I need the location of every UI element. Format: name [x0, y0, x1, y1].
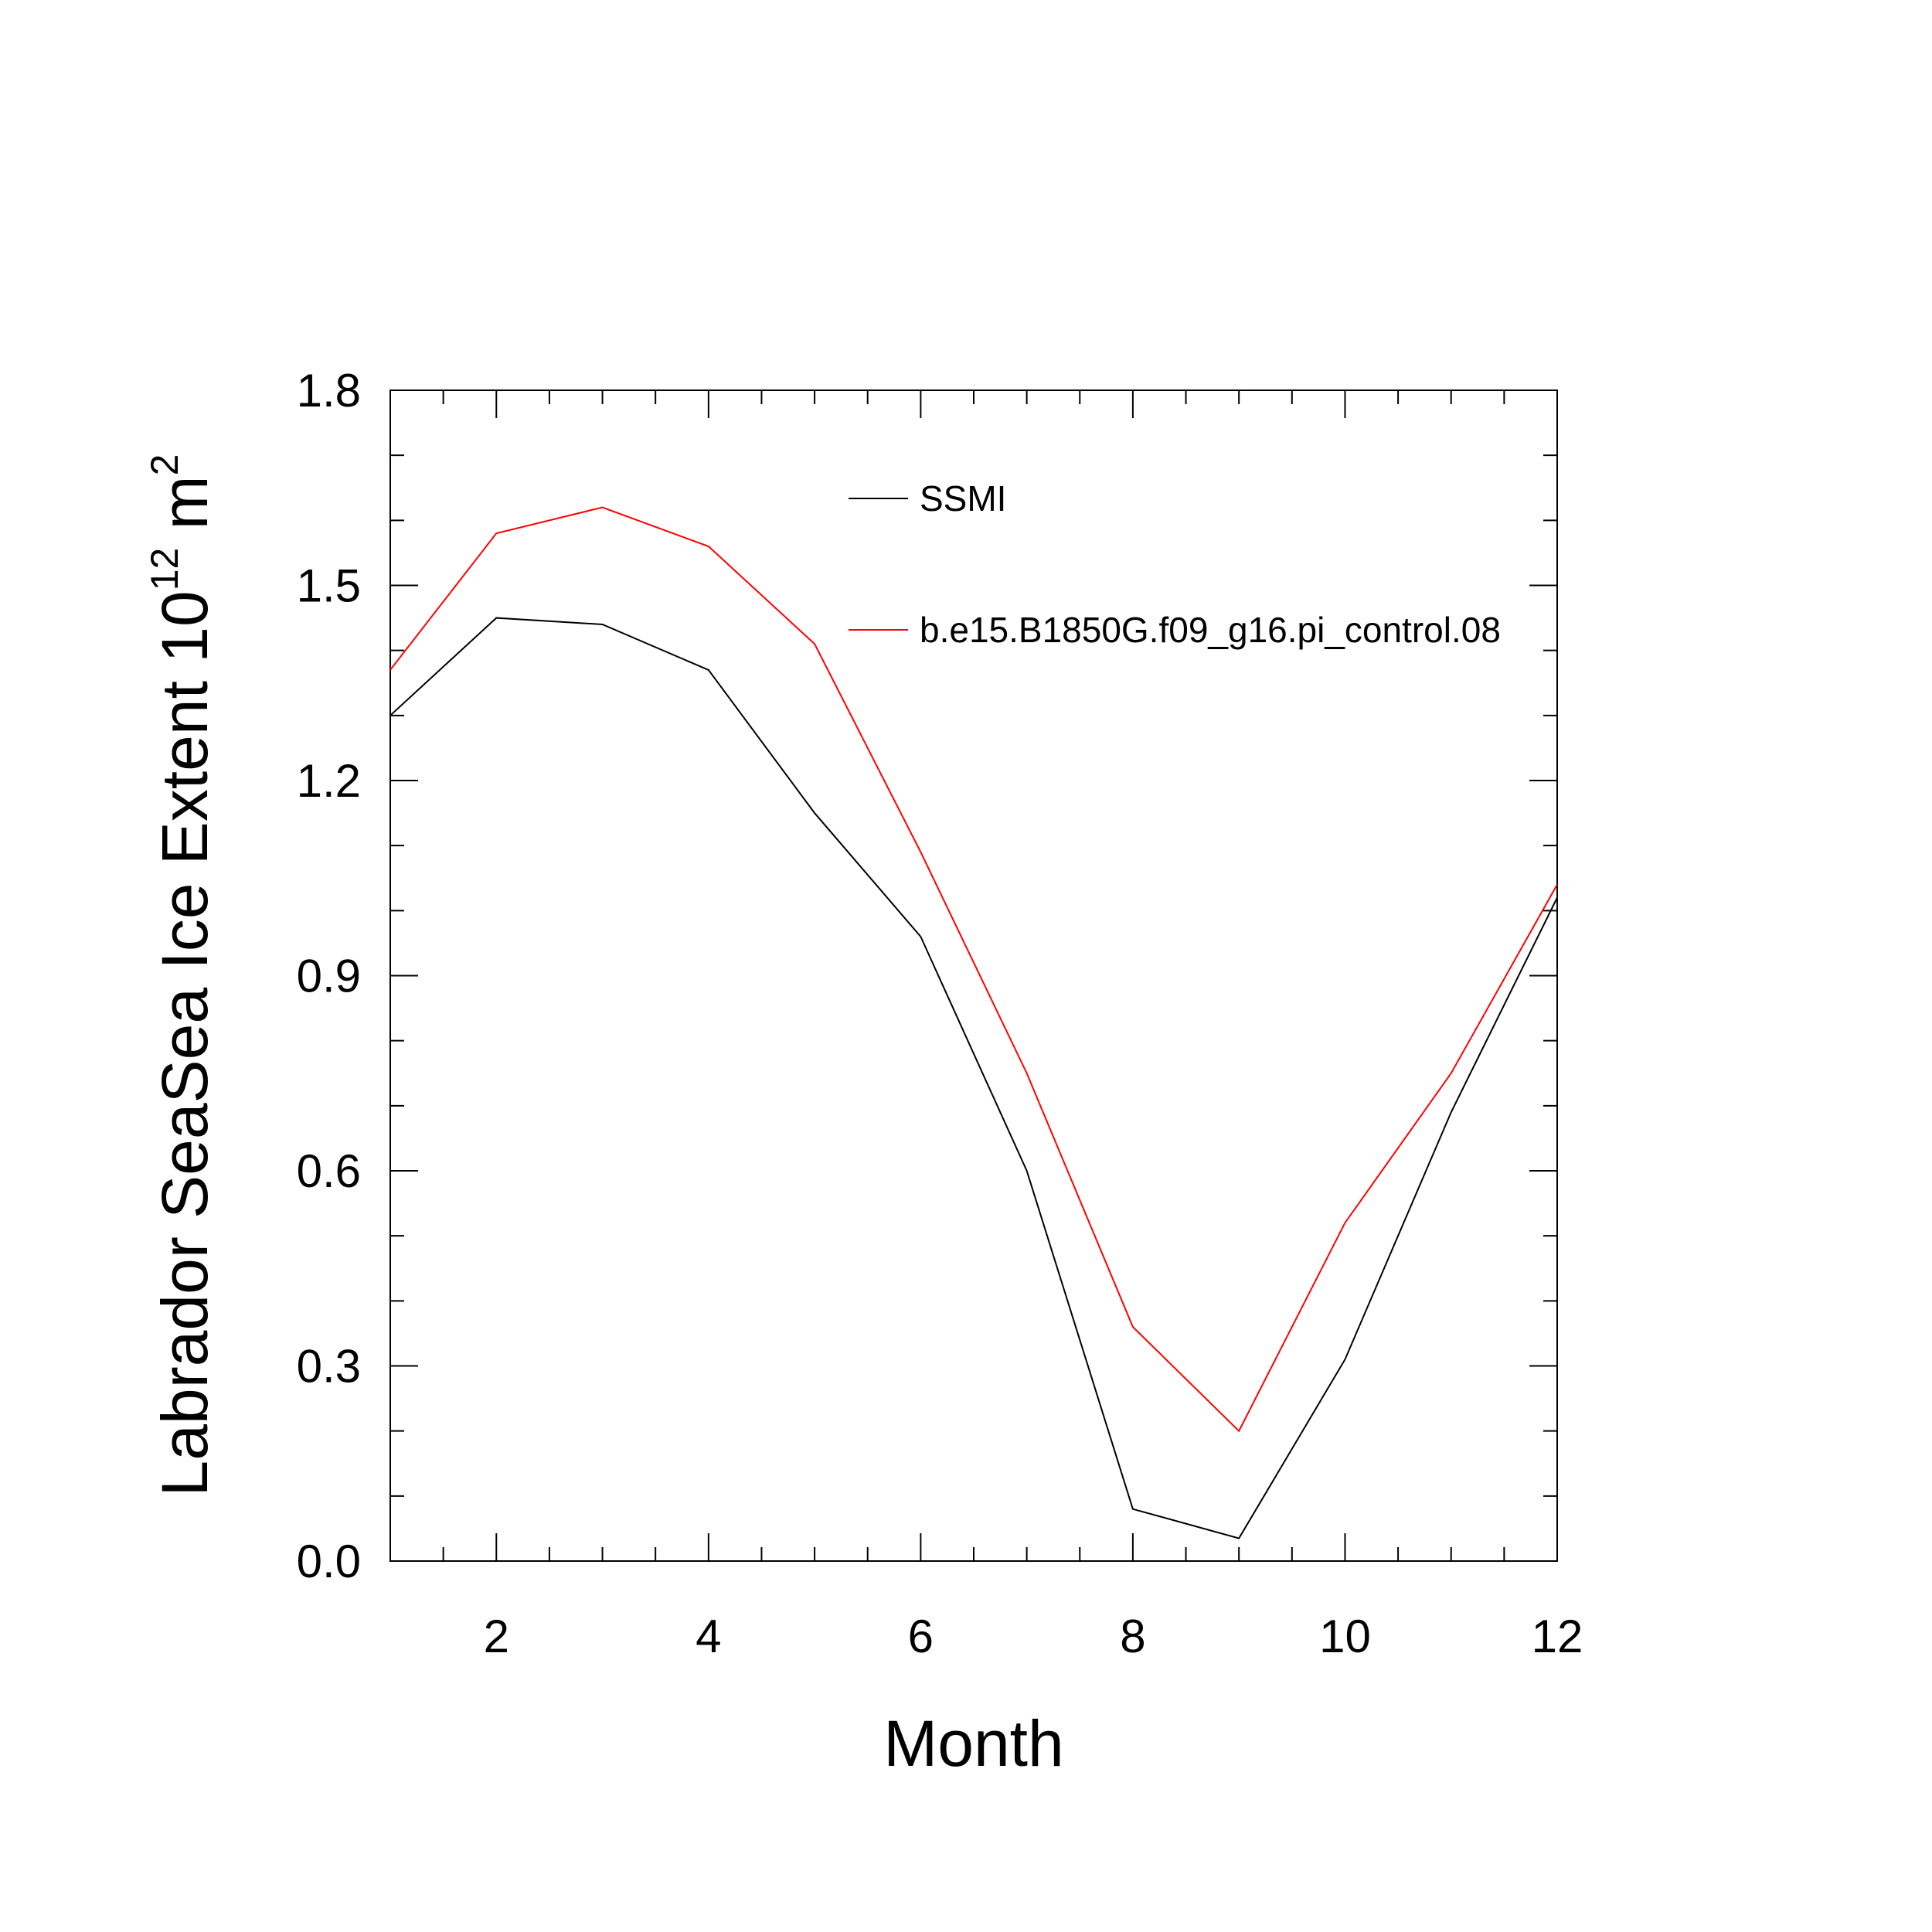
y-axis-title-unit: m [148, 475, 221, 547]
y-tick-label: 1.8 [297, 365, 361, 417]
x-tick-label: 8 [1120, 1611, 1145, 1662]
x-tick-label: 10 [1319, 1611, 1371, 1662]
series-line-model [389, 506, 1558, 1433]
series-line-ssmi [389, 617, 1558, 1539]
y-axis-title: Labrador SeaSea Ice Extent 1012 m2 [143, 454, 221, 1497]
legend-layer: SSMI b.e15.B1850G.f09_g16.pi_control.08 [849, 478, 1501, 650]
plot-frame [389, 389, 1558, 1562]
series-layer [389, 506, 1558, 1539]
x-tick-label: 2 [484, 1611, 509, 1662]
y-axis-title-exponent: 12 [143, 548, 186, 591]
y-tick-label: 0.0 [297, 1536, 361, 1587]
x-tick-label: 12 [1532, 1611, 1583, 1662]
legend-label: SSMI [920, 478, 1006, 519]
x-tick-label: 6 [908, 1611, 934, 1662]
tick-labels-layer: 2 4 6 8 10 12 0.0 0.3 0.6 0.9 1.2 1.5 1.8 [297, 365, 1583, 1662]
y-axis-title-main: Labrador SeaSea Ice Extent 10 [148, 590, 221, 1496]
y-axis-title-unit-exponent: 2 [143, 454, 186, 476]
ticks-layer [389, 389, 1558, 1562]
legend-label: b.e15.B1850G.f09_g16.pi_control.08 [920, 610, 1501, 650]
y-tick-label: 0.9 [297, 951, 361, 1002]
y-tick-label: 1.5 [297, 560, 361, 612]
x-axis-title: Month [883, 1707, 1063, 1780]
x-tick-label: 4 [696, 1611, 721, 1662]
y-tick-label: 0.6 [297, 1145, 361, 1197]
y-tick-label: 0.3 [297, 1341, 361, 1393]
y-tick-label: 1.2 [297, 755, 361, 807]
